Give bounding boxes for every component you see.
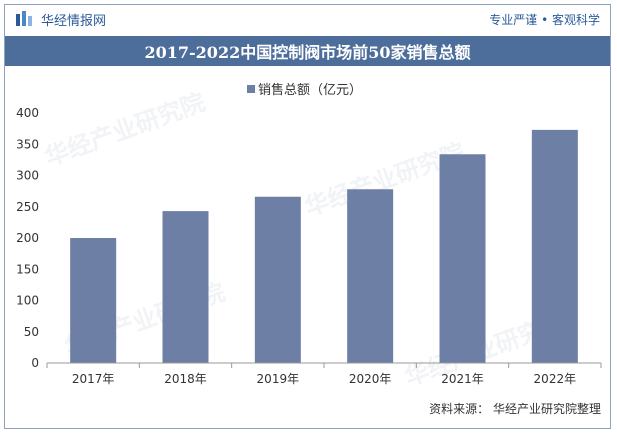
- x-tick-label: 2020年: [349, 372, 392, 386]
- y-axis: 0 50 100 150 200 250 300 350 400: [16, 106, 39, 370]
- y-tick-label: 150: [16, 262, 39, 276]
- x-tick-label: 2019年: [257, 372, 300, 386]
- top-bar: 华经情报网 专业严谨 • 客观科学: [5, 5, 610, 33]
- x-tick-label: 2022年: [534, 372, 577, 386]
- x-tick-label: 2018年: [164, 372, 207, 386]
- slogan: 专业严谨 • 客观科学: [489, 12, 600, 27]
- bar: [254, 196, 301, 363]
- logo-icon: [16, 11, 32, 26]
- title-bar: 2017-2022中国控制阀市场前50家销售总额: [5, 36, 610, 66]
- y-tick-label: 350: [16, 137, 39, 151]
- source-note: 资料来源： 华经产业研究院整理: [429, 402, 601, 416]
- x-axis: 2017年 2018年 2019年 2020年 2021年 2022年: [46, 362, 602, 386]
- brand: 华经情报网: [15, 10, 106, 29]
- legend-label: 销售总额（亿元）: [258, 82, 362, 98]
- brand-name: 华经情报网: [41, 13, 107, 29]
- y-tick-label: 250: [16, 200, 39, 214]
- bar: [531, 129, 578, 363]
- x-tick-label: 2017年: [72, 372, 115, 386]
- bar: [162, 211, 209, 363]
- y-tick-label: 400: [16, 106, 39, 120]
- y-tick-label: 100: [16, 294, 39, 308]
- y-tick-label: 0: [31, 356, 39, 370]
- bar: [70, 238, 117, 363]
- legend-swatch: [247, 85, 255, 93]
- y-tick-label: 50: [24, 325, 39, 339]
- bar: [439, 154, 486, 363]
- chart-title: 2017-2022中国控制阀市场前50家销售总额: [144, 43, 471, 62]
- x-tick-label: 2021年: [441, 372, 484, 386]
- legend: 销售总额（亿元）: [247, 82, 362, 98]
- y-tick-label: 300: [16, 169, 39, 183]
- bars: [70, 129, 578, 363]
- y-tick-label: 200: [16, 231, 39, 245]
- bar: [347, 189, 394, 363]
